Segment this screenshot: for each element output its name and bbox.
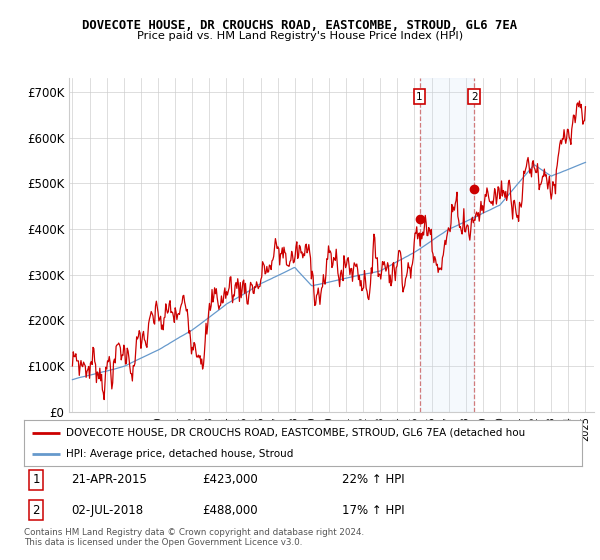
Text: DOVECOTE HOUSE, DR CROUCHS ROAD, EASTCOMBE, STROUD, GL6 7EA: DOVECOTE HOUSE, DR CROUCHS ROAD, EASTCOM… [82, 19, 518, 32]
Text: 17% ↑ HPI: 17% ↑ HPI [342, 504, 404, 517]
Text: Price paid vs. HM Land Registry's House Price Index (HPI): Price paid vs. HM Land Registry's House … [137, 31, 463, 41]
Text: £488,000: £488,000 [203, 504, 258, 517]
Text: DOVECOTE HOUSE, DR CROUCHS ROAD, EASTCOMBE, STROUD, GL6 7EA (detached hou: DOVECOTE HOUSE, DR CROUCHS ROAD, EASTCOM… [66, 428, 525, 438]
Text: 22% ↑ HPI: 22% ↑ HPI [342, 473, 404, 487]
Text: 02-JUL-2018: 02-JUL-2018 [71, 504, 143, 517]
Bar [419, 78, 474, 412]
Text: HPI: Average price, detached house, Stroud: HPI: Average price, detached house, Stro… [66, 450, 293, 459]
Text: 1: 1 [32, 473, 40, 487]
Text: 2: 2 [32, 504, 40, 517]
Text: Contains HM Land Registry data © Crown copyright and database right 2024.
This d: Contains HM Land Registry data © Crown c… [24, 528, 364, 548]
Text: 2: 2 [471, 92, 478, 102]
Text: 1: 1 [416, 92, 423, 102]
Text: £423,000: £423,000 [203, 473, 259, 487]
Text: 21-APR-2015: 21-APR-2015 [71, 473, 148, 487]
